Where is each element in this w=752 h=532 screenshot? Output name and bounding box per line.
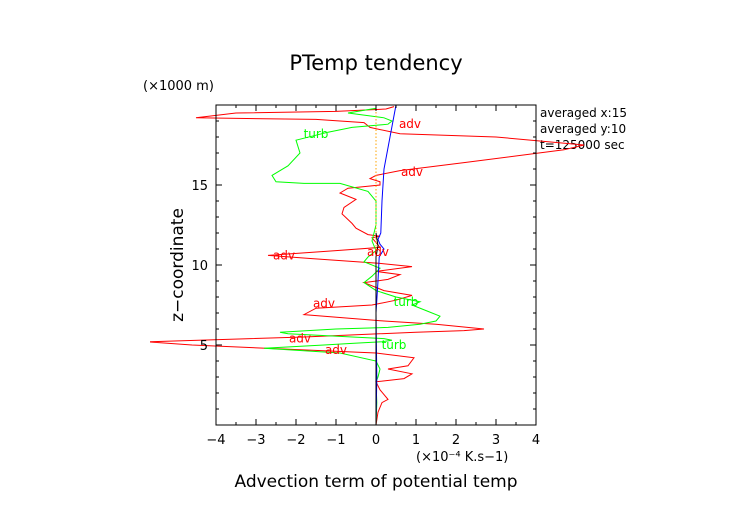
x-unit-label: (×10⁻⁴ K.s−1) bbox=[416, 450, 508, 465]
series-line-adv bbox=[150, 106, 585, 425]
curve-label-adv: adv bbox=[401, 165, 423, 179]
y-tick-label: 15 bbox=[191, 179, 208, 194]
y-tick-label: 5 bbox=[200, 339, 208, 354]
x-tick-label: −4 bbox=[206, 433, 225, 448]
x-tick-label: 2 bbox=[452, 433, 460, 448]
curve-label-turb: turb bbox=[394, 295, 419, 309]
chart-title: PTemp tendency bbox=[289, 51, 462, 75]
x-tick-label: 3 bbox=[492, 433, 500, 448]
curve-label-turb: turb bbox=[382, 338, 407, 352]
series-line-black_profile bbox=[375, 232, 379, 425]
x-axis-label: Advection term of potential temp bbox=[234, 472, 517, 492]
x-tick-label: 1 bbox=[412, 433, 420, 448]
x-tick-label: 4 bbox=[532, 433, 540, 448]
annotation-y: averaged y:10 bbox=[540, 122, 626, 136]
curve-label-adv: adv bbox=[325, 343, 347, 357]
x-tick-label: −2 bbox=[286, 433, 305, 448]
x-tick-label: −1 bbox=[326, 433, 345, 448]
curve-label-turb: turb bbox=[304, 127, 329, 141]
y-tick-label: 10 bbox=[191, 259, 208, 274]
y-unit-label: (×1000 m) bbox=[143, 79, 214, 94]
series-line-turb bbox=[263, 107, 441, 425]
curve-label-adv: adv bbox=[367, 245, 389, 259]
curve-label-adv: adv bbox=[399, 117, 421, 131]
axes: −4 −3 −2 −1 0 1 2 3 4 5 10 15 bbox=[191, 105, 540, 448]
x-tick-label: 0 bbox=[372, 433, 380, 448]
x-tick-label: −3 bbox=[246, 433, 265, 448]
curve-label-adv: adv bbox=[273, 248, 295, 262]
y-axis-label: z−coordinate bbox=[168, 208, 188, 322]
curve-label-adv: adv bbox=[313, 296, 335, 310]
series-layer bbox=[150, 104, 585, 425]
annotation-x: averaged x:15 bbox=[540, 106, 627, 120]
curve-label-adv: adv bbox=[289, 332, 311, 346]
